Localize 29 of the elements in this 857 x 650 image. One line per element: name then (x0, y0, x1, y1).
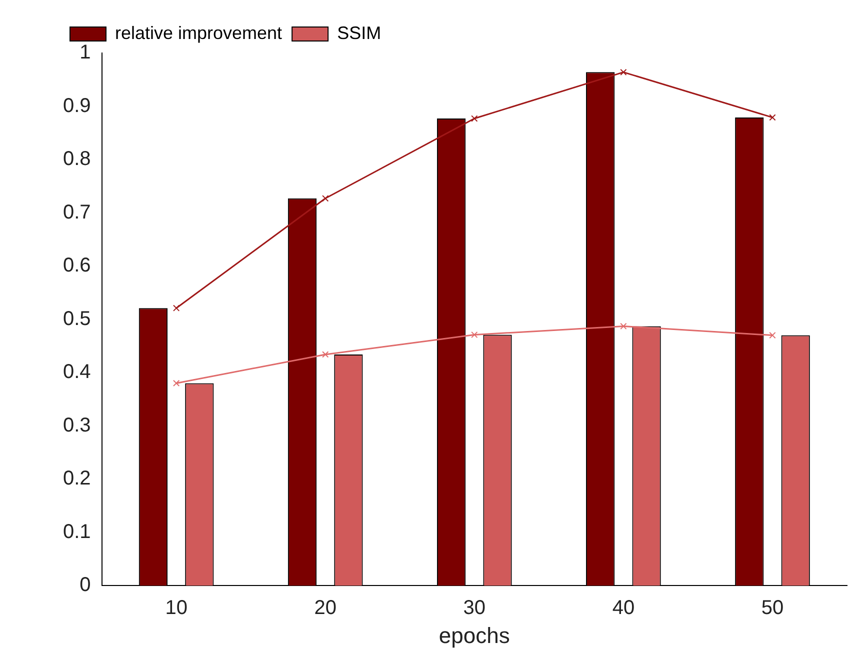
y-tick-label: 0.9 (62, 94, 91, 117)
point (769, 114, 776, 121)
y-tick-label: 0 (80, 574, 91, 596)
point (322, 351, 329, 358)
y-tick-label: 0.8 (62, 148, 91, 170)
y-tick-label: 0.2 (62, 468, 91, 490)
x-tick-label: 20 (314, 597, 336, 620)
legend-label: relative improvement (115, 22, 282, 43)
point (172, 380, 180, 387)
x-tick-label: 40 (612, 597, 635, 620)
point (471, 331, 478, 338)
point (620, 322, 627, 330)
y-tick-label: 0.4 (62, 361, 91, 384)
x-axis-title: epochs (438, 622, 510, 648)
y-tick-label: 0.7 (62, 201, 91, 224)
point (769, 332, 776, 339)
legend-label: SSIM (337, 22, 382, 43)
x-tick-label: 10 (165, 597, 188, 620)
y-tick-label: 0.5 (62, 308, 91, 330)
x-tick-label: 30 (463, 597, 486, 620)
y-tick-label: 0.6 (62, 254, 91, 277)
point (620, 68, 627, 76)
point (172, 304, 180, 312)
point (322, 195, 329, 202)
x-tick-label: 50 (761, 597, 784, 620)
point (471, 115, 478, 122)
y-tick-label: 1 (80, 42, 91, 64)
y-tick-label: 0.1 (62, 520, 91, 543)
y-tick-label: 0.3 (62, 414, 91, 436)
